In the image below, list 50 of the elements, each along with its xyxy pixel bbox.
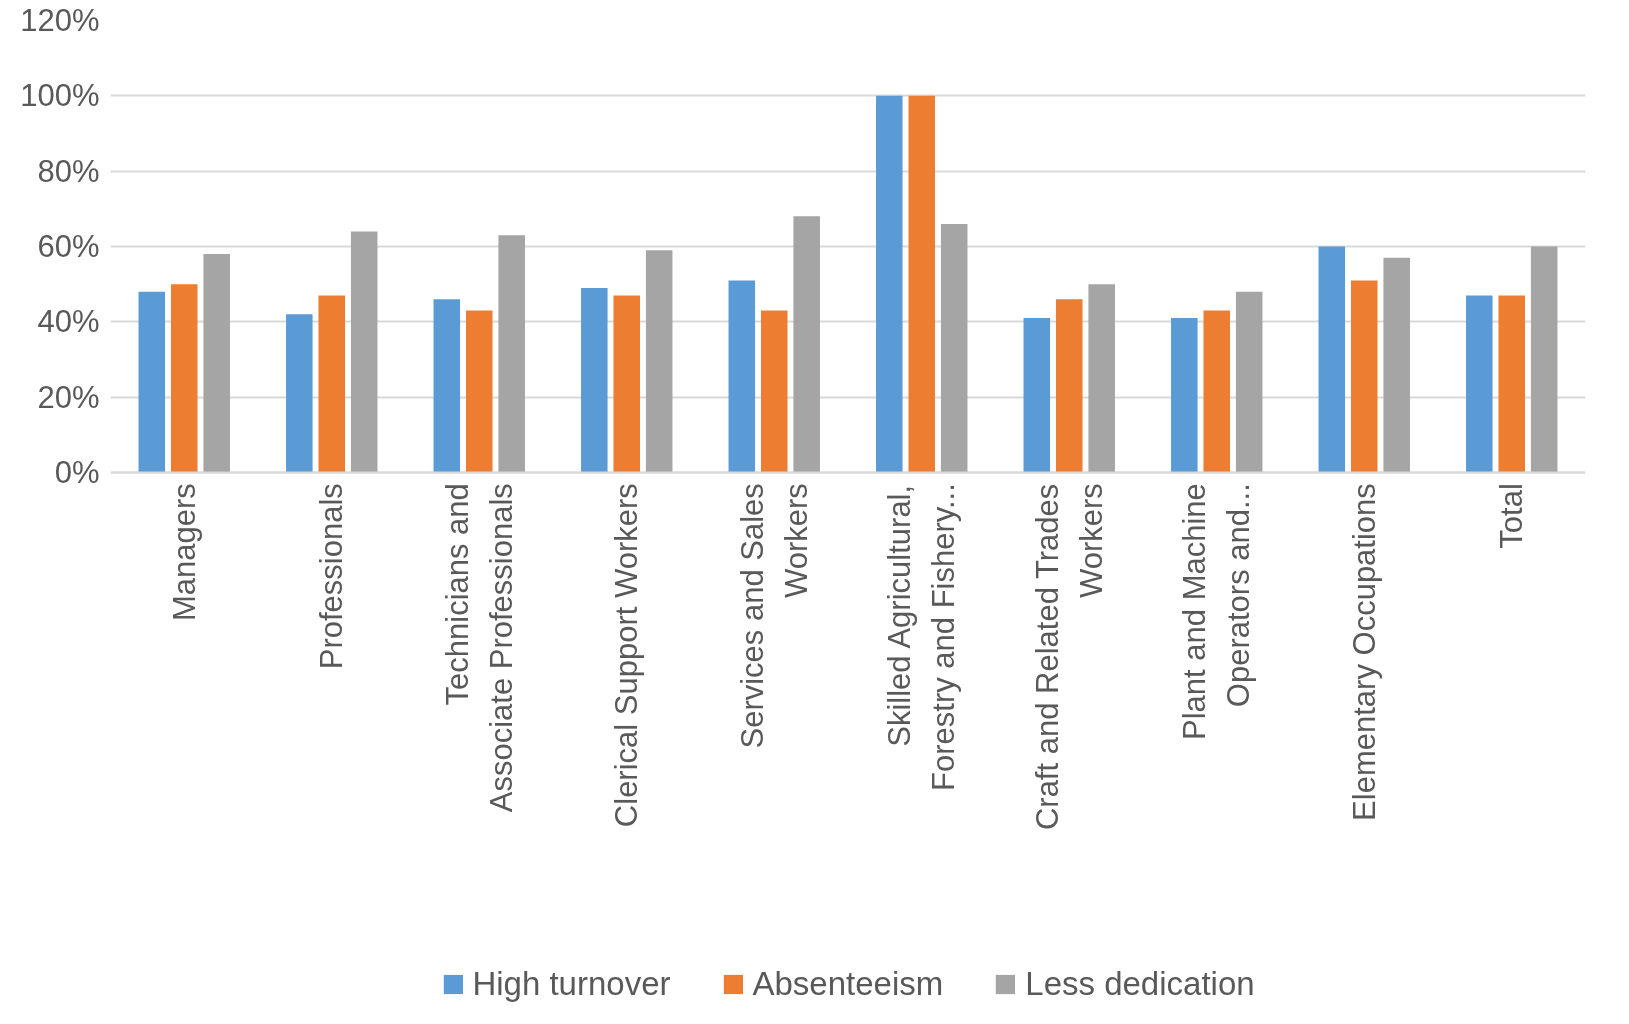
bar	[645, 250, 673, 473]
bar	[1171, 318, 1198, 473]
bar	[1498, 295, 1526, 473]
bar	[203, 254, 230, 473]
bar	[1203, 310, 1231, 473]
x-tick-label: Elementary Occupations	[1346, 483, 1382, 821]
bar	[1466, 295, 1493, 473]
y-tick-label: 80%	[37, 153, 100, 189]
bar	[728, 280, 756, 473]
bar	[940, 223, 968, 473]
legend-label: Absenteeism	[752, 965, 944, 1003]
bar	[465, 310, 493, 473]
bar	[1235, 291, 1263, 473]
y-tick-label: 0%	[54, 455, 100, 490]
bar	[318, 295, 346, 473]
bar	[1350, 280, 1378, 473]
y-tick-label: 120%	[20, 3, 100, 38]
bar	[138, 291, 166, 473]
x-tick-label: Craft and Related Trades Workers	[1029, 483, 1109, 831]
bar	[170, 284, 198, 473]
x-tick-label: Services and Sales Workers	[734, 483, 814, 749]
bar	[1530, 246, 1558, 473]
bar	[350, 231, 378, 473]
bar	[286, 314, 313, 473]
y-tick-label: 60%	[37, 229, 100, 264]
bar	[433, 299, 461, 473]
x-tick-label: Total	[1494, 483, 1530, 549]
bar	[1088, 284, 1115, 473]
legend-label: Less dedication	[1025, 965, 1255, 1003]
y-tick-label: 20%	[37, 379, 100, 415]
x-tick-label: Technicians and Associate Professionals	[439, 483, 519, 813]
bar	[1383, 257, 1410, 473]
x-tick-label: Managers	[166, 483, 202, 622]
bar	[793, 216, 820, 473]
bar	[581, 287, 608, 473]
x-tick-label: Clerical Support Workers	[609, 483, 645, 828]
bar	[760, 310, 788, 473]
x-tick-label: Plant and Machine Operators and...	[1177, 483, 1257, 740]
bar	[1318, 246, 1346, 473]
bar	[1055, 299, 1083, 473]
legend-label: High turnover	[472, 965, 671, 1003]
x-tick-label: Skilled Agricultural, Forestry and Fishery...	[882, 483, 962, 791]
bar	[908, 95, 936, 473]
y-tick-label: 40%	[37, 304, 100, 340]
bar	[876, 95, 903, 473]
y-tick-label: 100%	[20, 78, 100, 114]
bar	[1023, 318, 1051, 473]
bar	[498, 235, 525, 473]
x-tick-label: Professionals	[314, 483, 350, 670]
bar	[613, 295, 641, 473]
